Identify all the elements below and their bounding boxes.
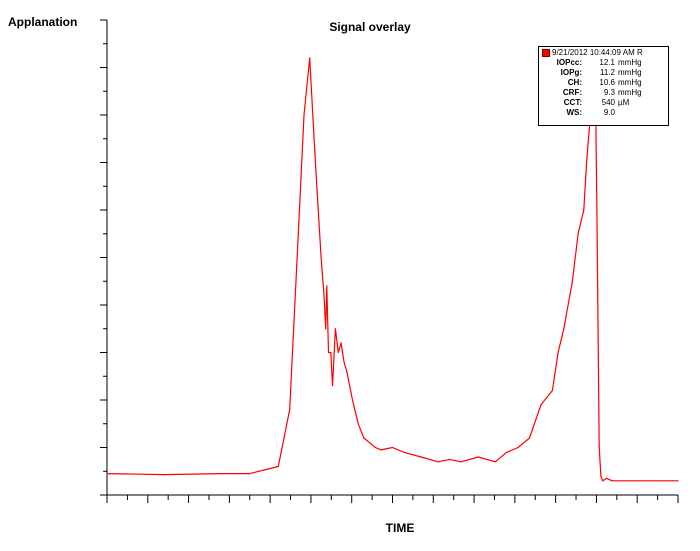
data-point xyxy=(596,209,598,211)
legend-value: 9.0 xyxy=(603,108,615,117)
data-point xyxy=(563,328,565,330)
data-point xyxy=(326,285,328,287)
data-point xyxy=(297,233,299,235)
data-point xyxy=(449,458,451,460)
legend-row-ws: WS: 9.0 xyxy=(542,108,665,118)
data-point xyxy=(327,351,330,354)
legend-value: 9.3 xyxy=(603,88,615,97)
data-point xyxy=(551,389,554,392)
legend-row-iopg: IOPg: 11.2 mmHg xyxy=(542,68,665,78)
chart-title: Signal overlay xyxy=(329,20,411,34)
data-point xyxy=(477,456,479,458)
data-point xyxy=(357,423,359,425)
legend-key: CRF: xyxy=(562,88,582,97)
data-point xyxy=(517,446,519,449)
data-point xyxy=(289,408,291,411)
data-point xyxy=(598,446,600,449)
data-point xyxy=(611,480,613,482)
data-point xyxy=(571,280,574,282)
data-point xyxy=(309,57,311,59)
data-point xyxy=(577,233,579,235)
data-point xyxy=(391,446,394,449)
data-point xyxy=(325,328,327,330)
data-point xyxy=(346,370,348,373)
data-point xyxy=(602,480,604,482)
legend-row-ch: CH: 10.6 mmHg xyxy=(542,78,665,88)
legend-value: 10.6 xyxy=(599,78,615,87)
data-point xyxy=(586,161,588,164)
data-point xyxy=(374,446,376,449)
data-point xyxy=(557,351,559,354)
legend-header-text: 9/21/2012 10:44:09 AM R xyxy=(552,48,643,57)
y-axis-label: Applanation xyxy=(8,15,78,29)
data-point xyxy=(528,437,531,439)
legend-key: IOPg: xyxy=(560,68,582,77)
legend-unit: mmHg xyxy=(618,78,642,87)
data-point xyxy=(620,480,622,482)
legend-unit: mmHg xyxy=(618,68,642,77)
legend-value: 540 xyxy=(601,98,615,107)
data-point xyxy=(606,477,608,479)
legend-swatch xyxy=(542,49,550,57)
legend-row-crf: CRF: 9.3 mmHg xyxy=(542,88,665,98)
data-point xyxy=(540,404,542,406)
legend-unit: mmHg xyxy=(618,58,642,67)
data-point xyxy=(343,361,345,363)
data-point xyxy=(323,294,325,297)
data-point xyxy=(163,474,165,476)
data-point xyxy=(334,328,336,330)
data-point xyxy=(351,399,354,401)
data-point xyxy=(420,456,422,458)
data-point xyxy=(648,480,651,482)
data-point xyxy=(337,351,339,354)
data-point xyxy=(363,437,365,439)
legend-value: 12.1 xyxy=(599,58,615,67)
legend-row-cct: CCT: 540 µM xyxy=(542,98,665,108)
data-point xyxy=(340,342,342,344)
legend-key: CCT: xyxy=(563,98,582,107)
data-point xyxy=(437,461,439,463)
legend-header: 9/21/2012 10:44:09 AM R xyxy=(542,48,665,58)
data-point xyxy=(600,475,602,477)
legend-unit: mmHg xyxy=(618,88,642,97)
data-point xyxy=(106,473,108,475)
legend-key: IOPcc: xyxy=(556,58,582,67)
data-point xyxy=(369,442,371,444)
legend-key: CH: xyxy=(567,78,582,87)
data-point xyxy=(677,480,679,482)
data-point xyxy=(277,465,279,468)
legend-key: WS: xyxy=(566,108,582,117)
data-point xyxy=(249,473,251,475)
x-axis-label: TIME xyxy=(385,521,415,535)
data-point xyxy=(583,209,585,211)
data-point xyxy=(303,114,305,116)
data-point xyxy=(320,256,322,259)
legend-box: 9/21/2012 10:44:09 AM R IOPcc: 12.1 mmHg… xyxy=(538,46,669,126)
data-point xyxy=(220,473,222,475)
data-point xyxy=(506,451,508,453)
legend-value: 11.2 xyxy=(600,68,615,77)
data-point xyxy=(331,385,334,387)
legend-unit: µM xyxy=(618,98,630,107)
data-point xyxy=(460,461,462,463)
data-point xyxy=(494,461,496,463)
data-point xyxy=(330,351,332,354)
data-point xyxy=(403,451,405,453)
data-point xyxy=(314,161,316,164)
data-point xyxy=(380,449,382,451)
legend-row-iopcc: IOPcc: 12.1 mmHg xyxy=(542,58,665,68)
